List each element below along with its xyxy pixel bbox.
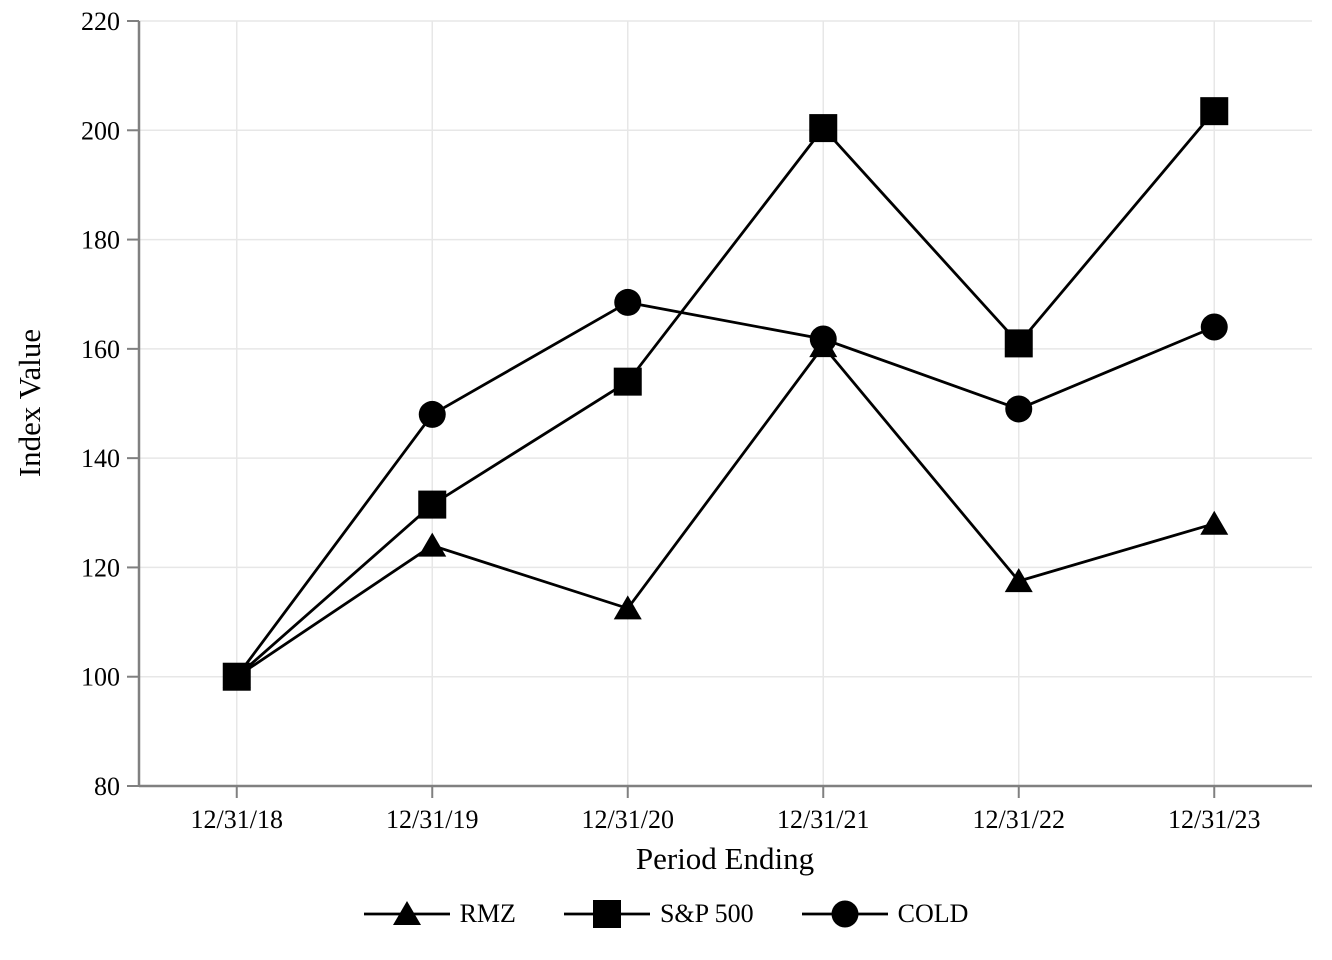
series-cold [223,288,1228,691]
series-layer [222,97,1229,691]
y-tick-label: 120 [81,553,120,582]
marker-circle [1200,313,1228,341]
marker-circle [1005,395,1033,423]
chart-legend: RMZ S&P 500 COLD [0,897,1332,931]
x-tick-label: 12/31/20 [582,805,674,834]
series-s-p-500 [222,97,1229,691]
legend-marker-circle [801,900,888,928]
grid-layer [139,20,1312,786]
y-axis-title: Index Value [12,329,47,477]
marker-circle [614,288,642,316]
series-line [235,110,1216,678]
x-tick-label: 12/31/19 [386,805,478,834]
marker-circle [418,400,446,428]
y-tick-label: 100 [81,663,120,692]
legend-item-s-p-500: S&P 500 [563,897,754,931]
y-tick-label: 180 [81,226,120,255]
y-tick-label: 200 [81,116,120,145]
legend-item-rmz: RMZ [363,897,516,931]
x-tick-label: 12/31/23 [1168,805,1260,834]
x-tick-label: 12/31/22 [973,805,1065,834]
y-tick-label: 160 [81,335,120,364]
marker-circle [809,325,837,353]
x-tick-label: 12/31/21 [777,805,869,834]
legend-item-cold: COLD [801,897,969,931]
series-line [235,300,1215,678]
marker-triangle [1200,510,1229,535]
marker-square [809,114,838,143]
series-rmz [222,333,1229,688]
marker-square [1004,329,1033,358]
series-line [235,343,1215,678]
y-tick-label: 220 [81,7,120,36]
x-axis-title: Period Ending [636,841,814,876]
axis-layer: 80 100 120 140 160 180 200 220 12/31/18 12/31/19 1… [81,7,1312,834]
marker-circle [223,663,251,691]
legend-marker-square [563,900,650,928]
legend-marker-triangle [363,901,450,925]
legend-label: COLD [897,899,969,928]
marker-square [592,900,621,928]
x-tick-label: 12/31/18 [191,805,283,834]
marker-square [418,490,447,519]
legend-label: RMZ [459,899,516,928]
marker-square [613,367,642,396]
marker-triangle [613,595,642,620]
marker-square [1200,97,1229,126]
marker-triangle [392,901,421,925]
y-tick-label: 140 [81,444,120,473]
legend-label: S&P 500 [659,899,754,928]
y-tick-label: 80 [94,772,120,801]
marker-triangle [1004,568,1033,593]
marker-triangle [418,532,447,557]
marker-circle [831,900,859,928]
